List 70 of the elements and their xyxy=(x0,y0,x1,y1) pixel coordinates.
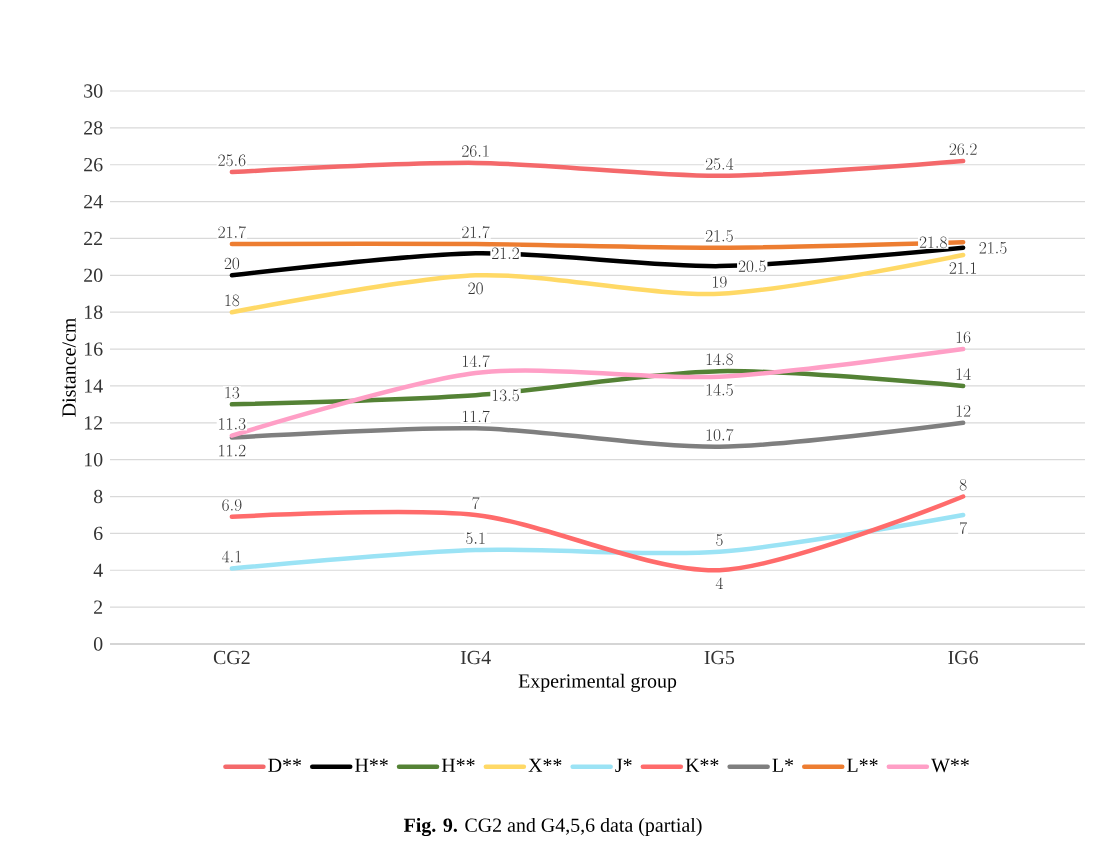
text: Fig. 9. CG2 and G4,5,6 data (partial) xyxy=(403,817,702,837)
x-axis-title: Experimental group xyxy=(518,673,677,692)
y-tick-label: 18 xyxy=(84,305,103,319)
data-label: 14.5 xyxy=(706,383,733,396)
legend-label: L* xyxy=(772,758,794,772)
data-label: 4. 1 xyxy=(221,550,241,563)
data-label: 14.7 xyxy=(462,355,490,368)
y-tick-label: 26 xyxy=(84,158,103,172)
data-label: 21 .7 xyxy=(462,226,490,239)
line-series xyxy=(229,494,966,573)
y-tick-label: 22 xyxy=(84,231,103,246)
data-label: 21 .5 xyxy=(979,242,1007,254)
legend-label: D** xyxy=(268,758,302,772)
y-tick-label: 16 xyxy=(84,342,103,356)
legend-label: J* xyxy=(615,758,632,773)
data-label: 13.5 xyxy=(492,389,519,402)
y-tick-label: 12 xyxy=(84,416,103,430)
x-tick-label: IG5 xyxy=(704,650,735,665)
data-label: 6.9 xyxy=(222,499,242,511)
x-tick-label: IG6 xyxy=(948,650,979,665)
legend-label: H** xyxy=(441,758,475,772)
legend-label: L** xyxy=(847,758,878,772)
data-label: 5 xyxy=(716,534,723,546)
data-label: 14 xyxy=(956,368,971,380)
x-tick-label: CG2 xyxy=(213,650,250,665)
y-tick-label: 10 xyxy=(84,452,103,467)
legend-label: H** xyxy=(355,758,388,772)
data-label: 21 .7 xyxy=(218,226,246,239)
data-label: 11 .2 xyxy=(219,444,246,457)
y-tick-label: 0 xyxy=(93,637,103,651)
data-label: 21 .5 xyxy=(705,230,733,242)
data-label: 20.5 xyxy=(738,260,766,273)
data-label: 14.8 xyxy=(706,353,733,366)
legend-label: W** xyxy=(931,758,969,773)
data-label: 13 xyxy=(225,386,240,399)
data-label: 10.7 xyxy=(706,428,734,441)
data-label: 7 xyxy=(472,497,480,510)
y-axis-title: Distance/cm xyxy=(62,318,76,417)
data-label: 20 xyxy=(468,282,483,295)
data-label: 8 xyxy=(959,478,967,491)
line-series xyxy=(229,512,966,571)
data-label: 12 xyxy=(956,405,971,417)
data-label: 11 .3 xyxy=(219,418,246,430)
y-tick-label: 6 xyxy=(94,526,103,541)
y-tick-label: 24 xyxy=(84,195,103,209)
data-label: 25.4 xyxy=(705,158,734,170)
data-label: 20 xyxy=(224,257,240,270)
data-label: 21 . 1 xyxy=(949,262,977,274)
y-tick-label: 4 xyxy=(93,563,103,577)
legend-label: X** xyxy=(528,758,562,772)
data-label: 21 .2 xyxy=(492,247,519,259)
data-label: 21 .8 xyxy=(919,236,947,249)
y-tick-label: 30 xyxy=(84,84,103,98)
legend-label: K** xyxy=(685,758,719,772)
x-tick-label: IG4 xyxy=(460,650,491,665)
data-label: 5. 1 xyxy=(466,532,485,545)
data-label: 25.6 xyxy=(218,154,246,167)
data-label: 4 xyxy=(715,577,723,589)
data-label: 18 xyxy=(225,294,240,307)
y-tick-label: 2 xyxy=(94,600,103,614)
data-label: 26.2 xyxy=(949,143,977,156)
y-tick-label: 8 xyxy=(93,489,103,504)
data-label: 19 xyxy=(712,276,727,288)
data-label: 7 xyxy=(959,521,967,534)
y-tick-label: 20 xyxy=(84,268,103,283)
y-tick-label: 28 xyxy=(84,121,103,135)
data-label: 26. 1 xyxy=(462,145,489,157)
data-label: 11 .7 xyxy=(462,410,490,423)
y-tick-label: 14 xyxy=(84,379,103,393)
data-label: 16 xyxy=(956,331,971,344)
